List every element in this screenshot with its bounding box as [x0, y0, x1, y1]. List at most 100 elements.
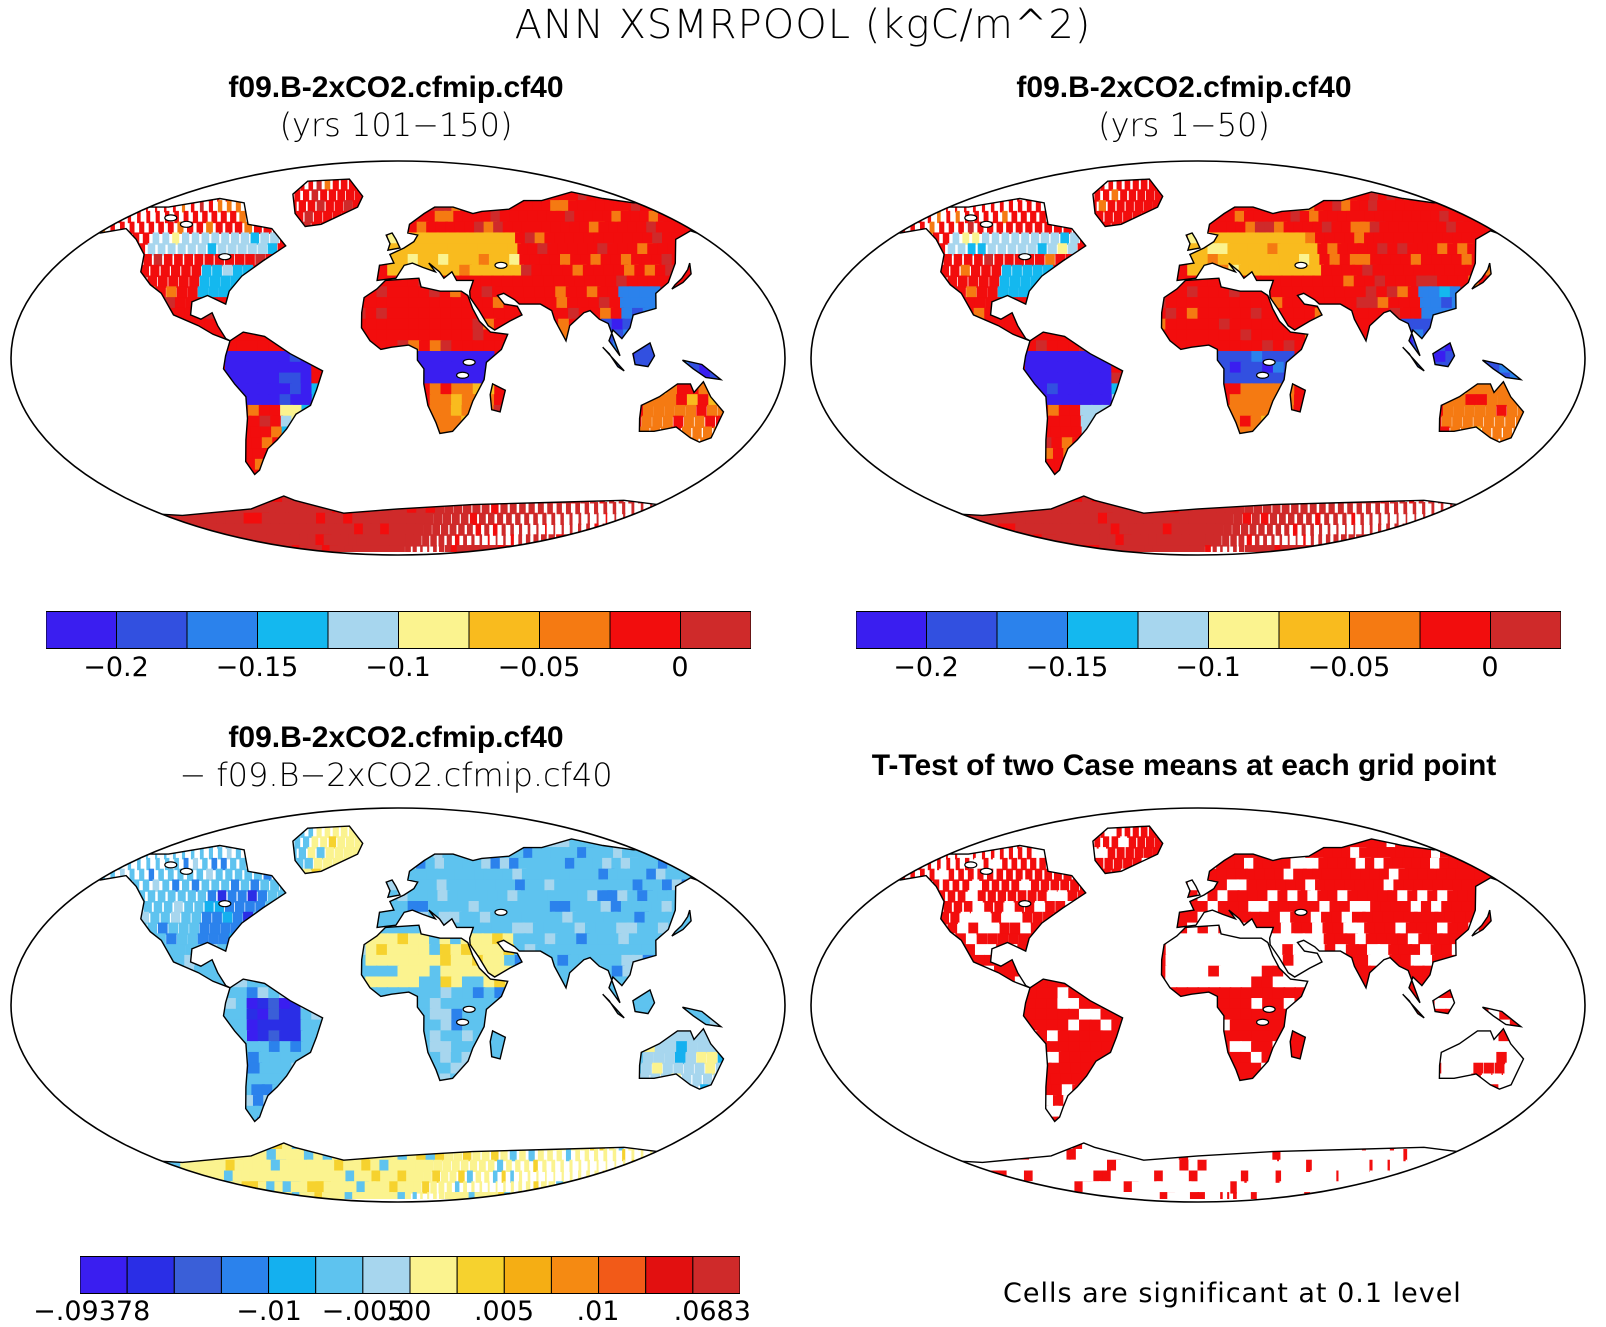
- grid-cell: [1104, 210, 1113, 224]
- grid-cell: [564, 275, 578, 288]
- grid-cell: [732, 221, 752, 234]
- grid-cell: [74, 232, 80, 245]
- grid-cell: [1454, 394, 1466, 407]
- grid-cell: [235, 351, 249, 364]
- grid-cell: [352, 512, 365, 526]
- grid-cell: [683, 512, 689, 526]
- grid-cell: [1397, 286, 1411, 299]
- grid-cell: [225, 351, 238, 364]
- grid-cell: [985, 297, 997, 310]
- grid-cell: [693, 200, 716, 213]
- grid-cell: [67, 458, 69, 472]
- grid-cell: [574, 275, 589, 288]
- grid-cell: [748, 448, 756, 461]
- grid-cell: [98, 512, 122, 526]
- grid-cell: [361, 512, 373, 526]
- grid-cell: [598, 297, 613, 310]
- grid-cell: [278, 361, 292, 375]
- grid-cell: [981, 200, 986, 213]
- grid-cell: [551, 545, 588, 552]
- grid-cell: [1260, 512, 1269, 526]
- grid-cell: [1218, 329, 1232, 342]
- grid-cell: [340, 179, 348, 191]
- grid-cell: [720, 232, 739, 245]
- grid-cell: [1025, 361, 1038, 375]
- grid-cell: [163, 523, 186, 536]
- grid-cell: [596, 512, 599, 526]
- grid-cell: [199, 275, 210, 288]
- grid-cell: [208, 286, 219, 299]
- grid-cell: [1008, 200, 1013, 213]
- grid-cell: [1055, 254, 1066, 267]
- grid-cell: [493, 307, 507, 321]
- grid-cell: [704, 210, 725, 224]
- grid-cell: [137, 210, 141, 224]
- grid-cell: [479, 264, 493, 278]
- grid-cell: [1357, 307, 1371, 321]
- grid-cell: [433, 545, 437, 552]
- grid-cell: [427, 243, 440, 256]
- grid-cell: [974, 254, 983, 267]
- grid-cell: [419, 351, 432, 364]
- grid-cell: [819, 286, 828, 298]
- grid-cell: [463, 501, 472, 515]
- grid-cell: [408, 307, 421, 321]
- grid-cell: [1208, 297, 1221, 310]
- grid-cell: [429, 318, 442, 331]
- grid-cell: [1010, 275, 1021, 288]
- grid-cell: [113, 179, 124, 191]
- grid-cell: [63, 211, 65, 223]
- grid-cell: [960, 264, 970, 278]
- grid-cell: [389, 545, 399, 552]
- grid-cell: [1100, 383, 1114, 396]
- grid-cell: [1510, 232, 1529, 245]
- grid-cell: [246, 372, 260, 385]
- grid-cell: [1005, 307, 1017, 321]
- grid-cell: [146, 200, 148, 213]
- grid-cell: [143, 534, 173, 547]
- grid-cell: [186, 545, 239, 552]
- grid-cell: [1514, 491, 1518, 504]
- grid-cell: [1523, 501, 1527, 515]
- grid-cell: [1331, 264, 1345, 278]
- grid-cell: [479, 534, 483, 547]
- grid-cell: [1227, 243, 1240, 256]
- grid-cell: [618, 286, 633, 299]
- grid-cell: [423, 523, 432, 536]
- grid-cell: [1197, 318, 1210, 331]
- grid-cell: [1400, 307, 1414, 321]
- grid-cell: [143, 254, 152, 267]
- grid-cell: [1208, 318, 1221, 331]
- grid-cell: [162, 232, 170, 245]
- grid-cell: [1215, 512, 1226, 526]
- grid-cell: [220, 275, 231, 288]
- grid-cell: [407, 254, 420, 267]
- grid-cell: [313, 210, 323, 224]
- grid-cell: [1498, 189, 1523, 202]
- grid-cell: [53, 222, 56, 234]
- grid-cell: [382, 545, 394, 552]
- grid-cell: [631, 501, 635, 515]
- grid-cell: [1120, 189, 1128, 202]
- grid-cell: [201, 545, 251, 552]
- grid-cell: [386, 318, 399, 331]
- grid-cell: [138, 179, 156, 181]
- grid-cell: [140, 264, 150, 278]
- grid-cell: [110, 534, 143, 547]
- grid-cell: [1187, 275, 1199, 288]
- grid-cell: [259, 415, 273, 428]
- grid-cell: [247, 329, 260, 342]
- grid-cell: [935, 512, 957, 526]
- grid-cell: [1322, 275, 1336, 288]
- grid-cell: [160, 264, 170, 278]
- grid-cell: [279, 372, 292, 385]
- grid-cell: [1247, 243, 1260, 256]
- map-border: [10, 160, 786, 556]
- grid-cell: [676, 523, 686, 536]
- grid-cell: [153, 254, 163, 267]
- grid-cell: [147, 275, 158, 288]
- grid-cell: [1351, 512, 1356, 526]
- grid-cell: [246, 340, 259, 353]
- grid-cell: [604, 545, 656, 552]
- grid-cell: [1321, 264, 1335, 278]
